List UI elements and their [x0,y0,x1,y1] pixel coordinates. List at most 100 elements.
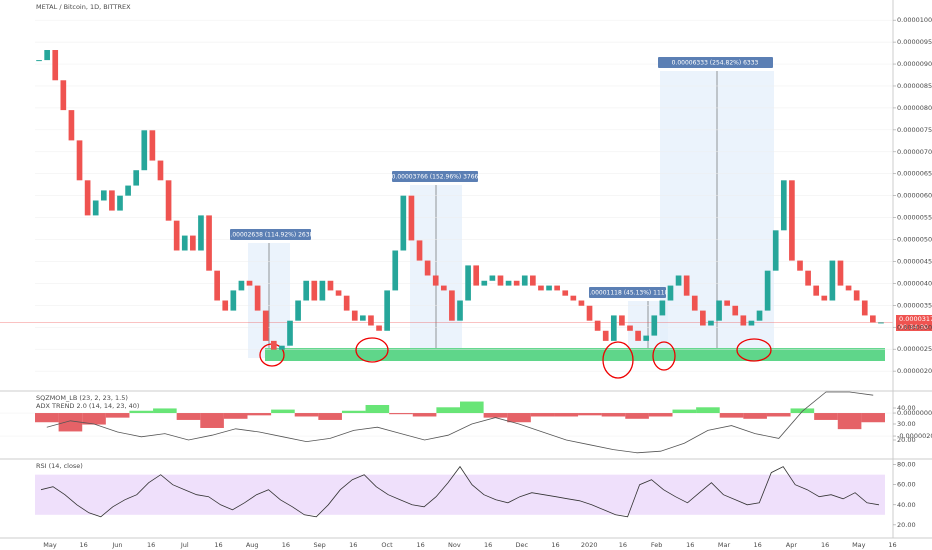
candle [708,320,714,326]
candle [230,290,237,311]
candle [92,200,99,216]
annotation: 0.00002638 (114.92%) 2638 [227,232,314,239]
momentum-bar [436,407,460,414]
indicator-title: ADX TREND 2.0 (14, 14, 23, 40) [36,402,139,410]
candle [52,50,59,81]
momentum-bar [460,401,484,414]
momentum-bar [35,413,59,423]
x-tick-label: 2020 [581,541,598,549]
candle [538,285,544,291]
annotation: 0.00003766 (152.96%) 3766 [392,174,479,181]
x-tick-label: 16 [147,541,155,549]
candle [84,180,91,216]
rsi-band [35,474,885,515]
candle [60,80,67,111]
candle [805,270,811,286]
candle [700,310,706,326]
x-tick-label: 16 [417,541,425,549]
annotation-bg [230,229,311,240]
indicator-title: SQZMOM_LB (23, 2, 23, 1.5) [36,394,128,402]
x-tick-label: Mar [718,541,731,549]
candle [789,180,795,261]
candle [392,250,399,291]
countdown-tag [896,323,932,331]
candle [683,275,690,296]
candle [368,315,374,326]
candle [853,290,860,301]
candle [133,170,140,186]
x-tick-label: 16 [282,541,290,549]
momentum-bar [341,410,366,414]
momentum-bar [719,413,744,418]
candle [797,260,803,271]
momentum-bar [530,413,555,417]
candle [440,285,447,291]
x-tick-label: Nov [448,541,461,549]
y2-tick-label: 40.00 [897,404,916,412]
candle [772,230,779,271]
candle [740,315,747,326]
x-tick-label: 16 [214,541,222,549]
candle [675,275,682,286]
annotation-bg [589,287,666,298]
candle [424,260,431,276]
momentum-bar [58,413,83,432]
candle [505,280,512,286]
momentum-bar [412,413,437,417]
candle [659,300,666,316]
candle [465,265,471,301]
candle [521,275,528,286]
candle [878,322,884,324]
candle [724,300,730,306]
momentum-bar [837,413,862,430]
momentum-bar [625,413,649,419]
adx-line [46,391,874,454]
momentum-bar [766,413,791,417]
candle [813,285,820,296]
annotation: 0.00006333 (254.82%) 6333 [672,60,759,67]
momentum-bar [483,413,508,418]
candle [360,315,366,321]
candle [246,280,253,286]
x-tick-label: 16 [619,541,627,549]
candle [530,275,536,286]
x-tick-label: Sep [313,541,325,549]
y-tick-label: 0.00000000 [897,409,932,417]
candle [416,240,423,261]
candle [570,295,577,301]
momentum-bar [129,410,154,414]
x-tick-label: 16 [80,541,88,549]
x-tick-label: 16 [888,541,896,549]
x-tick-label: Dec [516,541,529,549]
x-tick-label: Apr [786,541,798,549]
candle [125,185,131,196]
circle [736,338,772,362]
x-tick-label: May [43,541,57,549]
y-tick-label: 20.00 [897,521,916,529]
y-tick-label: 40.00 [897,501,916,509]
momentum-bar [223,413,248,419]
y-tick-label: -0.00000200 [897,432,932,440]
momentum-bar [389,413,413,415]
circle [652,341,676,371]
candle [481,280,488,286]
candle [546,285,552,291]
x-tick-label: 16 [686,541,694,549]
annotation: 0.00001118 (45.13%) 1118 [586,290,669,297]
candle [861,300,868,316]
candle [319,280,326,301]
candle [667,285,674,301]
x-tick-label: Jun [111,541,122,549]
candle [732,305,739,316]
candle [279,345,285,350]
candle [691,295,698,311]
